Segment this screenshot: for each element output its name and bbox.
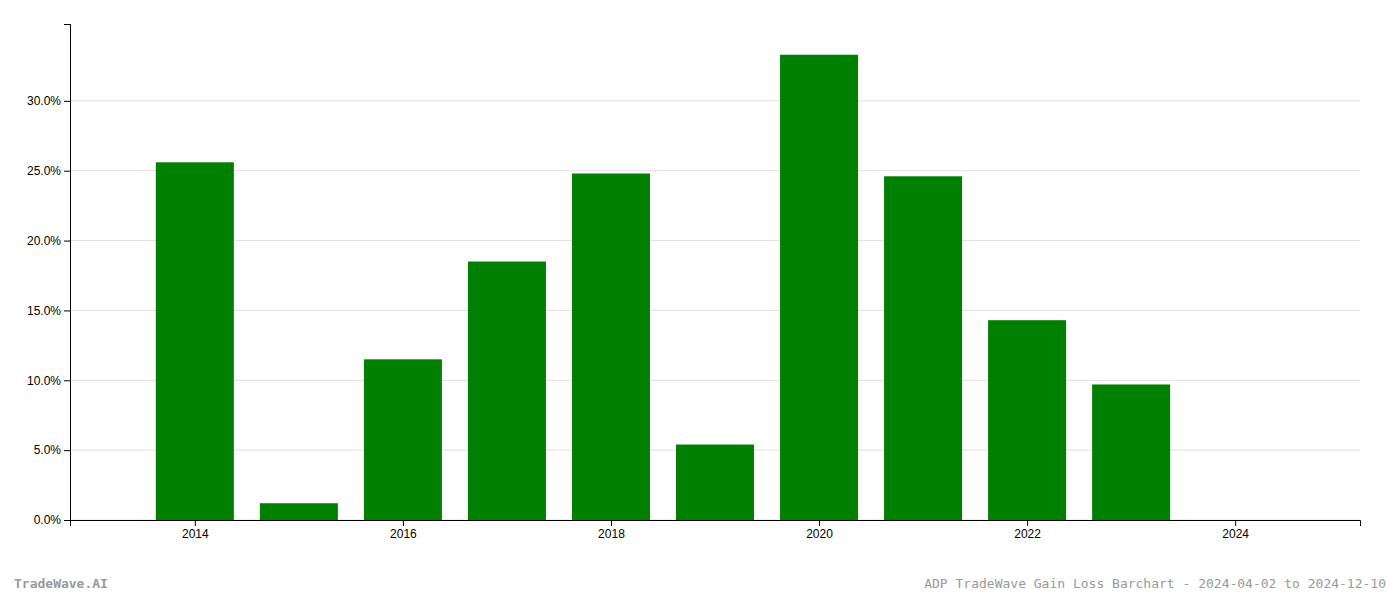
tick: 5.0% xyxy=(34,443,70,457)
tick-label: 2016 xyxy=(390,527,417,541)
tick-label: 20.0% xyxy=(27,234,61,248)
tick-mark xyxy=(64,380,70,381)
tick-mark xyxy=(195,520,196,526)
tick: 25.0% xyxy=(27,164,70,178)
bar xyxy=(884,176,962,520)
footer-right: ADP TradeWave Gain Loss Barchart - 2024-… xyxy=(924,576,1386,591)
bars xyxy=(156,55,1170,520)
tick: 15.0% xyxy=(27,304,70,318)
tick-mark xyxy=(64,101,70,102)
tick-label: 5.0% xyxy=(34,443,62,457)
tick: 2020 xyxy=(806,520,833,541)
tick: 2022 xyxy=(1014,520,1041,541)
tick: 0.0% xyxy=(34,513,70,527)
grid-line xyxy=(70,170,1360,171)
plot: 0.0%5.0%10.0%15.0%20.0%25.0%30.0%2014201… xyxy=(27,25,1361,541)
tick-label: 2014 xyxy=(182,527,209,541)
bar xyxy=(676,445,754,520)
axis-line xyxy=(71,521,1361,527)
tick-mark xyxy=(64,310,70,311)
bar xyxy=(1092,384,1170,520)
tick-mark xyxy=(1027,520,1028,526)
tick-mark xyxy=(64,171,70,172)
tick-label: 0.0% xyxy=(34,513,62,527)
tick-label: 2022 xyxy=(1014,527,1041,541)
tick-label: 10.0% xyxy=(27,374,61,388)
tick-mark xyxy=(64,450,70,451)
grid xyxy=(70,101,1360,520)
y-axis: 0.0% 5.0% 10.0% 15.0% 20.0% 25.0% 30.0% xyxy=(27,25,71,528)
tick-label: 2024 xyxy=(1222,527,1249,541)
tick: 30.0% xyxy=(27,94,70,108)
bar xyxy=(156,162,234,520)
grid-line xyxy=(70,380,1360,381)
tick: 10.0% xyxy=(27,374,70,388)
tick: 20.0% xyxy=(27,234,70,248)
tick: 2014 xyxy=(182,520,209,541)
bar xyxy=(468,262,546,520)
tick: 2018 xyxy=(598,520,625,541)
tick-label: 15.0% xyxy=(27,304,61,318)
tick-label: 25.0% xyxy=(27,164,61,178)
tick-mark xyxy=(64,520,70,521)
tick-mark xyxy=(1235,520,1236,526)
tick-label: 2018 xyxy=(598,527,625,541)
bar xyxy=(364,359,442,520)
tick-label: 30.0% xyxy=(27,94,61,108)
grid-line xyxy=(70,310,1360,311)
bar xyxy=(572,173,650,520)
grid-line xyxy=(70,240,1360,241)
tick-mark xyxy=(64,241,70,242)
bar xyxy=(260,503,338,520)
grid-line xyxy=(70,100,1360,101)
chart: 0.0%5.0%10.0%15.0%20.0%25.0%30.0%2014201… xyxy=(0,0,1400,600)
axis-line xyxy=(64,25,71,521)
tick-mark xyxy=(819,520,820,526)
tick: 2016 xyxy=(390,520,417,541)
tick: 2024 xyxy=(1222,520,1249,541)
tick-label: 2020 xyxy=(806,527,833,541)
tick-mark xyxy=(611,520,612,526)
bar xyxy=(988,320,1066,520)
footer-left: TradeWave.AI xyxy=(14,576,108,591)
tick-mark xyxy=(403,520,404,526)
x-axis: 2014 2016 2018 2020 2022 2024 xyxy=(71,520,1361,541)
bar xyxy=(780,55,858,520)
